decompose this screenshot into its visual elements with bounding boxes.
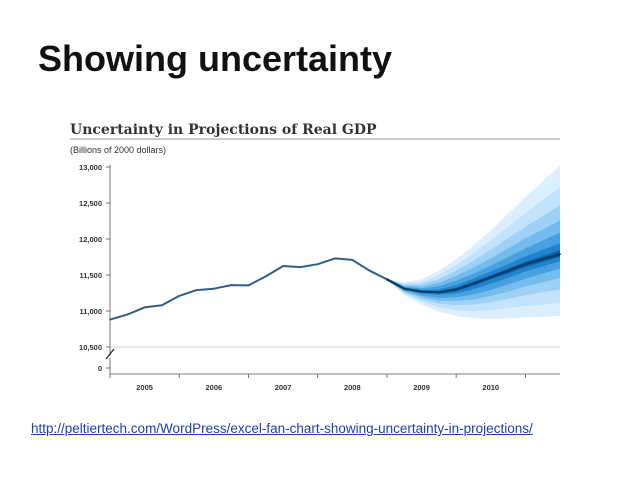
projection-point <box>524 263 527 266</box>
projection-point <box>559 253 561 256</box>
actual-point <box>230 284 233 286</box>
projection-point <box>437 291 440 294</box>
y-tick-label: 12,500 <box>79 199 102 208</box>
y-tick-label: 10,500 <box>79 343 102 352</box>
chart-svg: Uncertainty in Projections of Real GDP (… <box>70 122 561 392</box>
chart-subtitle: (Billions of 2000 dollars) <box>70 145 166 155</box>
projection-point <box>420 290 423 293</box>
source-link[interactable]: http://peltiertech.com/WordPress/excel-f… <box>31 421 533 436</box>
slide-title: Showing uncertainty <box>38 38 393 79</box>
actual-point <box>126 313 129 316</box>
x-tick-label: 2010 <box>482 383 499 392</box>
projection-point <box>403 287 406 290</box>
actual-point <box>282 265 284 267</box>
projection-point <box>455 288 458 291</box>
y-tick-label: 11,500 <box>79 271 102 280</box>
y-tick-label: 11,000 <box>79 307 102 316</box>
chart-title: Uncertainty in Projections of Real GDP <box>70 122 377 138</box>
x-tick-label: 2006 <box>206 383 223 392</box>
x-tick-label: 2005 <box>136 383 153 392</box>
actual-point <box>264 275 267 278</box>
projection-point <box>472 282 475 285</box>
x-tick-label: 2007 <box>275 383 292 392</box>
gdp-fan-chart: Uncertainty in Projections of Real GDP (… <box>60 112 570 402</box>
axis-break-mark <box>105 348 115 360</box>
actual-point <box>109 318 111 321</box>
actual-point <box>368 269 371 272</box>
actual-point <box>161 304 163 307</box>
x-tick-label: 2008 <box>344 383 361 392</box>
actual-point <box>299 266 302 268</box>
plot-area: 13,000 12,500 12,000 11,500 11,000 10,500 0 200… <box>79 163 561 392</box>
y-tick-label: 12,000 <box>79 235 102 244</box>
projection-point <box>386 278 388 281</box>
actual-point <box>195 289 198 292</box>
actual-point <box>178 294 181 297</box>
actual-point <box>143 306 146 309</box>
actual-gdp-line <box>109 257 388 321</box>
x-tick-label: 2009 <box>413 383 430 392</box>
actual-point <box>212 287 215 290</box>
axis-break-gap <box>105 351 115 363</box>
actual-point <box>334 257 336 260</box>
projection-point <box>489 276 492 279</box>
actual-point <box>316 263 319 266</box>
y-tick-label: 0 <box>98 364 102 373</box>
actual-point <box>247 284 250 287</box>
projection-point <box>507 269 509 272</box>
projection-point <box>541 258 544 261</box>
y-tick-label: 13,000 <box>79 163 102 172</box>
actual-point <box>351 258 354 261</box>
